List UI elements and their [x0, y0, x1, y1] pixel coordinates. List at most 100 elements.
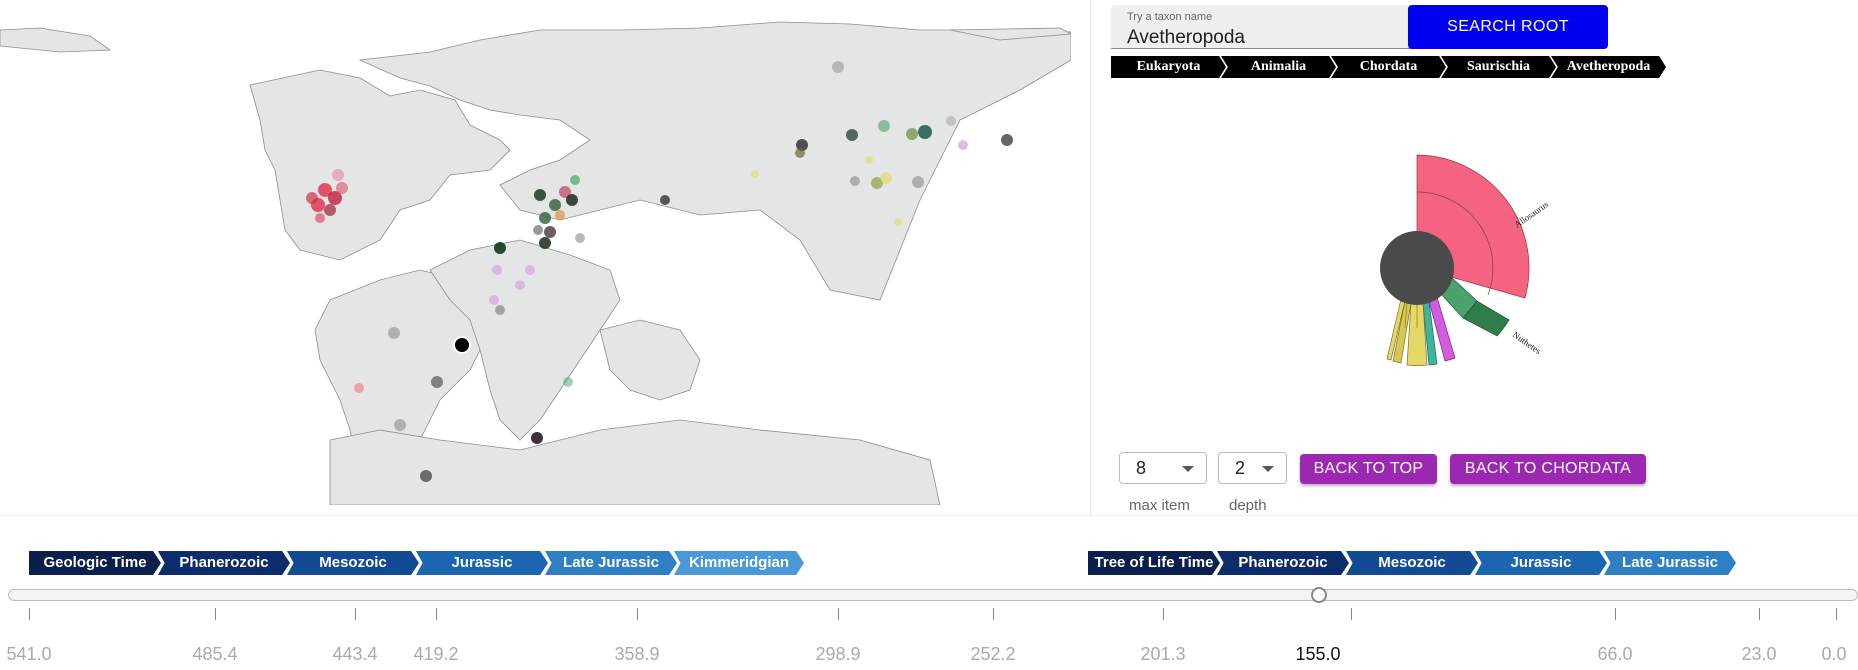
- sunburst-segment[interactable]: [1406, 302, 1428, 366]
- occurrence-dot[interactable]: [958, 140, 968, 150]
- occurrence-dot[interactable]: [544, 226, 556, 238]
- occurrence-dot[interactable]: [906, 128, 918, 140]
- occurrence-dot[interactable]: [918, 125, 932, 139]
- tree-crumb[interactable]: Jurassic: [1475, 551, 1607, 575]
- occurrence-dot[interactable]: [525, 265, 535, 275]
- time-slider-thumb[interactable]: [1311, 587, 1327, 603]
- map-svg[interactable]: [0, 0, 1071, 505]
- taxon-crumb[interactable]: Chordata: [1331, 56, 1446, 78]
- occurrence-dot[interactable]: [539, 212, 551, 224]
- occurrence-dot[interactable]: [751, 170, 759, 178]
- occurrence-dot[interactable]: [494, 242, 506, 254]
- tree-crumb[interactable]: Tree of Life Time: [1088, 551, 1220, 575]
- occurrence-dot[interactable]: [354, 383, 364, 393]
- occurrence-dot[interactable]: [846, 129, 858, 141]
- taxon-sunburst[interactable]: Allosaurus Nuthetes: [1351, 140, 1571, 380]
- occurrence-dot[interactable]: [566, 194, 578, 206]
- tick-mark: [436, 608, 437, 620]
- occurrence-dot[interactable]: [324, 204, 336, 216]
- occurrence-dot[interactable]: [871, 177, 883, 189]
- time-slider-track[interactable]: [8, 589, 1858, 601]
- taxon-crumb[interactable]: Saurischia: [1441, 56, 1556, 78]
- tick-mark: [838, 608, 839, 620]
- occurrence-dot[interactable]: [531, 432, 543, 444]
- occurrence-dot[interactable]: [534, 189, 546, 201]
- occurrence-dot[interactable]: [495, 305, 505, 315]
- occurrence-dot[interactable]: [912, 176, 924, 188]
- geologic-crumb[interactable]: Late Jurassic: [545, 551, 677, 575]
- occurrence-dot[interactable]: [306, 192, 318, 204]
- occurrence-dot-selected[interactable]: [453, 336, 471, 354]
- search-root-button[interactable]: SEARCH ROOT: [1408, 5, 1608, 49]
- occurrence-dot[interactable]: [559, 186, 571, 198]
- landmass: [358, 21, 1071, 301]
- sunburst-segment-nuthetes[interactable]: [1462, 300, 1510, 337]
- search-value[interactable]: Avetheropoda: [1127, 27, 1245, 48]
- occurrence-dot[interactable]: [946, 116, 956, 126]
- taxon-crumb[interactable]: Avetheropoda: [1551, 56, 1666, 78]
- taxon-crumb[interactable]: Animalia: [1221, 56, 1336, 78]
- occurrence-dot[interactable]: [796, 139, 808, 151]
- occurrence-dot[interactable]: [894, 218, 902, 226]
- occurrence-dot[interactable]: [660, 195, 670, 205]
- sunburst-segment[interactable]: [1422, 300, 1438, 366]
- occurrence-dot[interactable]: [1001, 134, 1013, 146]
- tick-label: 358.9: [614, 644, 660, 664]
- paleo-map[interactable]: [0, 0, 1071, 505]
- occurrence-dot[interactable]: [489, 295, 499, 305]
- geologic-crumb[interactable]: Kimmeridgian: [674, 551, 804, 575]
- taxon-crumb[interactable]: Eukaryota: [1111, 56, 1226, 78]
- tick-mark: [215, 608, 216, 620]
- occurrence-dot[interactable]: [328, 191, 342, 205]
- tick-mark: [1759, 608, 1760, 620]
- sunburst-ring: [1416, 191, 1494, 296]
- back-to-top-button[interactable]: BACK TO TOP: [1300, 454, 1437, 484]
- occurrence-dot[interactable]: [315, 213, 325, 223]
- geologic-crumb[interactable]: Mesozoic: [287, 551, 419, 575]
- max-item-select[interactable]: 8: [1119, 452, 1207, 484]
- occurrence-dot[interactable]: [533, 225, 543, 235]
- sunburst-ring: [1404, 301, 1426, 329]
- depth-caption: depth: [1229, 497, 1267, 514]
- occurrence-dot[interactable]: [492, 265, 502, 275]
- occurrence-dot[interactable]: [318, 183, 332, 197]
- occurrence-dot[interactable]: [570, 175, 580, 185]
- geologic-crumb[interactable]: Jurassic: [416, 551, 548, 575]
- occurrence-dot[interactable]: [431, 376, 443, 388]
- chevron-down-icon: [1262, 466, 1274, 472]
- sunburst-segment[interactable]: [1386, 298, 1406, 361]
- occurrence-dot[interactable]: [850, 176, 860, 186]
- tick-label: 66.0: [1597, 644, 1633, 664]
- back-to-chordata-button[interactable]: BACK TO CHORDATA: [1450, 454, 1646, 484]
- occurrence-dot[interactable]: [563, 377, 573, 387]
- occurrence-dot[interactable]: [539, 237, 551, 249]
- depth-select[interactable]: 2: [1218, 452, 1287, 484]
- sunburst-root[interactable]: [1380, 231, 1454, 305]
- tree-crumb[interactable]: Phanerozoic: [1217, 551, 1349, 575]
- occurrence-dot[interactable]: [332, 169, 344, 181]
- tick-label: 201.3: [1140, 644, 1186, 664]
- occurrence-dot[interactable]: [394, 419, 406, 431]
- tree-crumb[interactable]: Late Jurassic: [1604, 551, 1736, 575]
- sunburst-segment[interactable]: [1392, 300, 1412, 364]
- occurrence-dot[interactable]: [832, 61, 844, 73]
- occurrence-dot[interactable]: [795, 148, 805, 158]
- geologic-crumb[interactable]: Phanerozoic: [158, 551, 290, 575]
- occurrence-dot[interactable]: [865, 156, 873, 164]
- geologic-crumb[interactable]: Geologic Time: [29, 551, 161, 575]
- taxon-search-input[interactable]: Try a taxon name Avetheropoda: [1111, 5, 1411, 49]
- occurrence-dot[interactable]: [549, 199, 561, 211]
- landmass: [249, 69, 511, 261]
- occurrence-dot[interactable]: [515, 280, 525, 290]
- occurrence-dot[interactable]: [420, 470, 432, 482]
- tree-crumb[interactable]: Mesozoic: [1346, 551, 1478, 575]
- sunburst-segment[interactable]: [1428, 296, 1456, 362]
- occurrence-dot[interactable]: [880, 172, 892, 184]
- occurrence-dot[interactable]: [878, 120, 890, 132]
- occurrence-dot[interactable]: [388, 327, 400, 339]
- occurrence-dot[interactable]: [575, 233, 585, 243]
- occurrence-dot[interactable]: [336, 182, 348, 194]
- landmass: [949, 27, 1071, 41]
- occurrence-dot[interactable]: [555, 210, 565, 220]
- tick-label: 0.0: [1821, 644, 1847, 664]
